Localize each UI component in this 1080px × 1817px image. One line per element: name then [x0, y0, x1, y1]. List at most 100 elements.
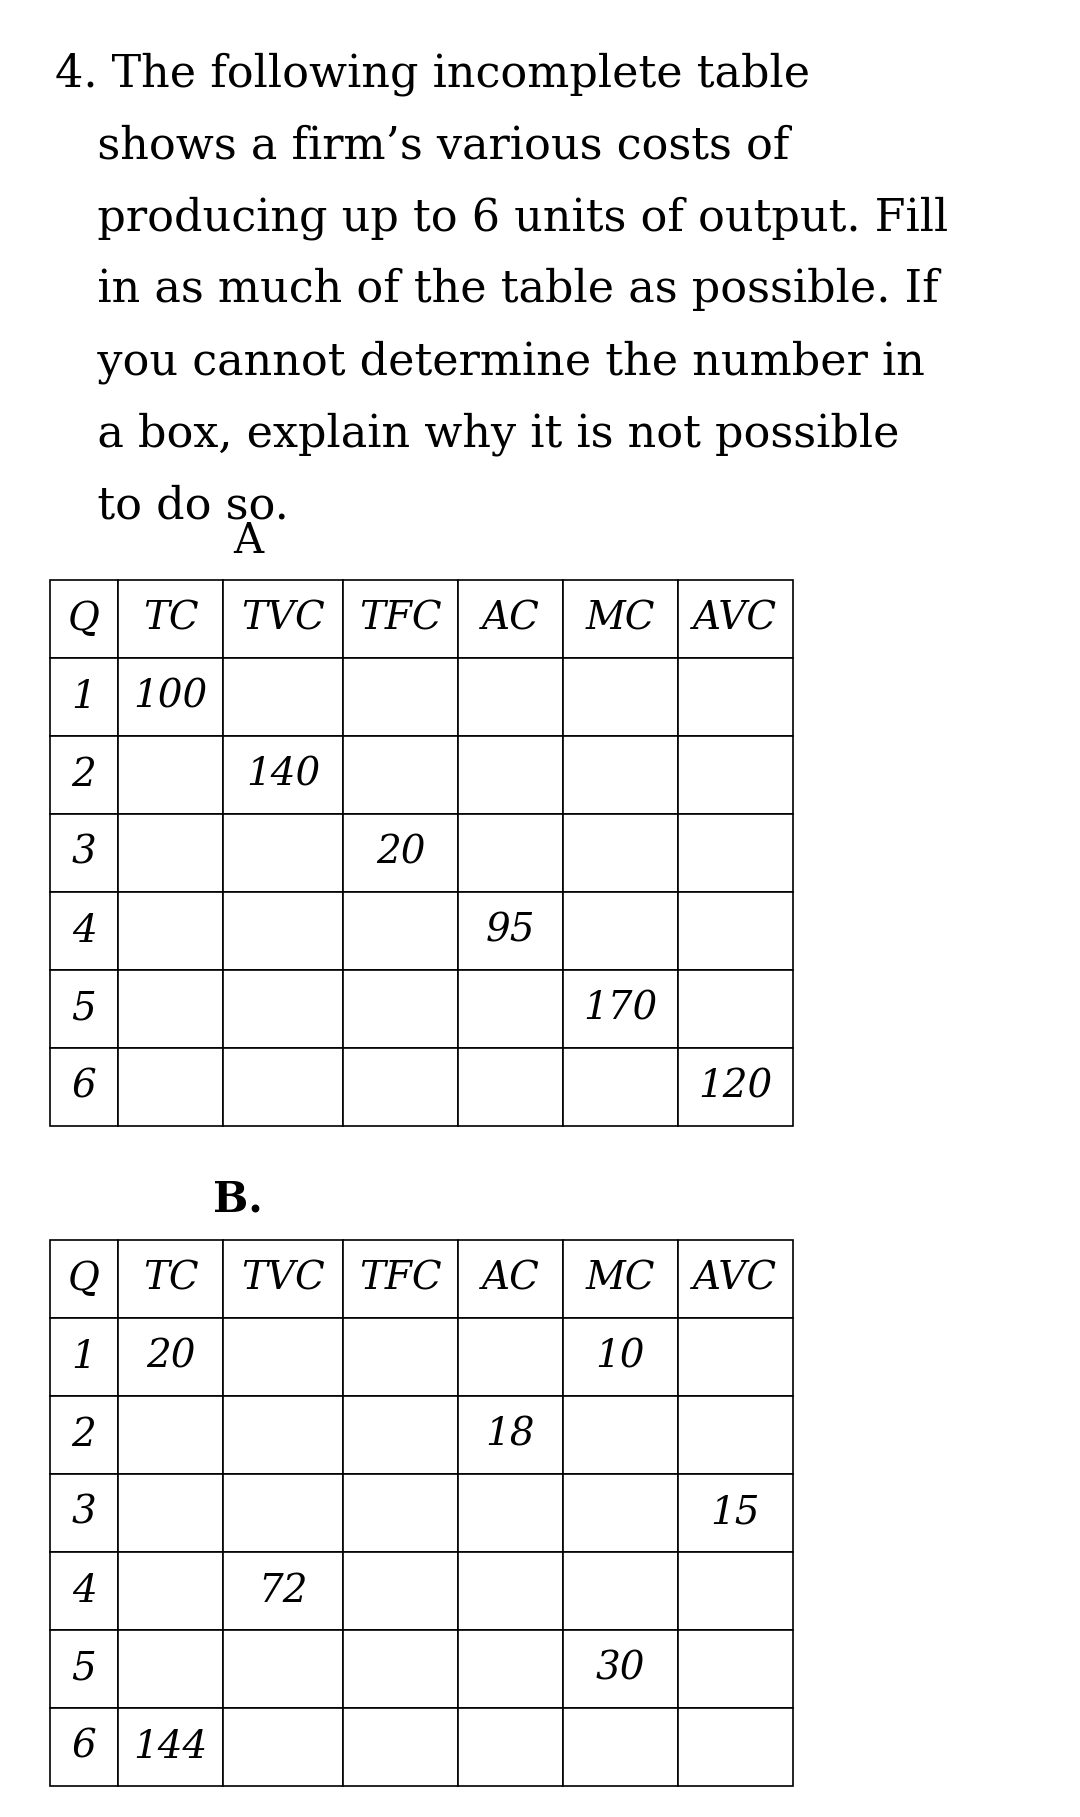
- Text: 72: 72: [258, 1572, 308, 1610]
- Bar: [118, 580, 222, 658]
- Text: 144: 144: [133, 1728, 207, 1766]
- Bar: [343, 1474, 458, 1552]
- Bar: [222, 892, 343, 970]
- Bar: [563, 814, 678, 892]
- Bar: [118, 892, 222, 970]
- Bar: [563, 736, 678, 814]
- Bar: [50, 1239, 118, 1317]
- Bar: [458, 1552, 563, 1630]
- Text: 120: 120: [699, 1068, 772, 1105]
- Bar: [458, 1048, 563, 1127]
- Bar: [222, 1708, 343, 1786]
- Bar: [222, 814, 343, 892]
- Text: TFC: TFC: [360, 600, 442, 638]
- Text: 4. The following incomplete table: 4. The following incomplete table: [55, 53, 810, 96]
- Bar: [563, 580, 678, 658]
- Bar: [563, 1630, 678, 1708]
- Bar: [343, 814, 458, 892]
- Bar: [118, 1474, 222, 1552]
- Text: TC: TC: [143, 1261, 199, 1297]
- Bar: [458, 1474, 563, 1552]
- Bar: [118, 814, 222, 892]
- Bar: [50, 1395, 118, 1474]
- Bar: [678, 1395, 793, 1474]
- Bar: [678, 1048, 793, 1127]
- Bar: [50, 1048, 118, 1127]
- Text: 4: 4: [71, 912, 96, 950]
- Bar: [343, 736, 458, 814]
- Text: B.: B.: [213, 1177, 262, 1219]
- Bar: [458, 658, 563, 736]
- Text: 20: 20: [146, 1339, 195, 1375]
- Text: 140: 140: [246, 756, 320, 794]
- Bar: [458, 1395, 563, 1474]
- Text: 170: 170: [583, 990, 658, 1027]
- Bar: [458, 1239, 563, 1317]
- Bar: [678, 814, 793, 892]
- Bar: [563, 1474, 678, 1552]
- Text: AVC: AVC: [693, 600, 778, 638]
- Bar: [118, 1317, 222, 1395]
- Bar: [343, 1239, 458, 1317]
- Bar: [678, 580, 793, 658]
- Text: 1: 1: [71, 678, 96, 716]
- Bar: [678, 892, 793, 970]
- Text: to do so.: to do so.: [55, 483, 288, 527]
- Text: AVC: AVC: [693, 1261, 778, 1297]
- Bar: [222, 1317, 343, 1395]
- Text: A: A: [233, 520, 264, 561]
- Bar: [458, 1708, 563, 1786]
- Bar: [343, 1552, 458, 1630]
- Bar: [678, 1552, 793, 1630]
- Bar: [458, 1630, 563, 1708]
- Bar: [50, 1317, 118, 1395]
- Bar: [343, 580, 458, 658]
- Text: 95: 95: [486, 912, 536, 950]
- Text: 10: 10: [596, 1339, 645, 1375]
- Bar: [563, 1239, 678, 1317]
- Bar: [118, 1630, 222, 1708]
- Text: 100: 100: [133, 678, 207, 716]
- Bar: [50, 1474, 118, 1552]
- Text: Q: Q: [68, 1261, 100, 1297]
- Text: MC: MC: [585, 600, 656, 638]
- Bar: [118, 1048, 222, 1127]
- Text: 1: 1: [71, 1339, 96, 1375]
- Text: in as much of the table as possible. If: in as much of the table as possible. If: [55, 267, 939, 311]
- Text: 3: 3: [71, 1495, 96, 1532]
- Text: 6: 6: [71, 1068, 96, 1105]
- Bar: [118, 736, 222, 814]
- Bar: [458, 1317, 563, 1395]
- Text: TFC: TFC: [360, 1261, 442, 1297]
- Text: producing up to 6 units of output. Fill: producing up to 6 units of output. Fill: [55, 196, 948, 240]
- Bar: [563, 1552, 678, 1630]
- Bar: [50, 580, 118, 658]
- Bar: [458, 736, 563, 814]
- Bar: [678, 1317, 793, 1395]
- Bar: [343, 970, 458, 1048]
- Bar: [118, 970, 222, 1048]
- Bar: [343, 658, 458, 736]
- Bar: [563, 970, 678, 1048]
- Bar: [563, 1708, 678, 1786]
- Bar: [50, 1552, 118, 1630]
- Bar: [343, 1395, 458, 1474]
- Bar: [222, 1630, 343, 1708]
- Bar: [118, 1395, 222, 1474]
- Bar: [222, 1552, 343, 1630]
- Text: 3: 3: [71, 834, 96, 872]
- Bar: [563, 892, 678, 970]
- Text: TC: TC: [143, 600, 199, 638]
- Bar: [50, 814, 118, 892]
- Bar: [563, 1048, 678, 1127]
- Text: 6: 6: [71, 1728, 96, 1766]
- Text: Q: Q: [68, 600, 100, 638]
- Text: 5: 5: [71, 990, 96, 1027]
- Bar: [678, 658, 793, 736]
- Bar: [222, 580, 343, 658]
- Bar: [118, 1708, 222, 1786]
- Bar: [222, 1474, 343, 1552]
- Text: 2: 2: [71, 756, 96, 794]
- Text: shows a firm’s various costs of: shows a firm’s various costs of: [55, 124, 789, 167]
- Text: 4: 4: [71, 1572, 96, 1610]
